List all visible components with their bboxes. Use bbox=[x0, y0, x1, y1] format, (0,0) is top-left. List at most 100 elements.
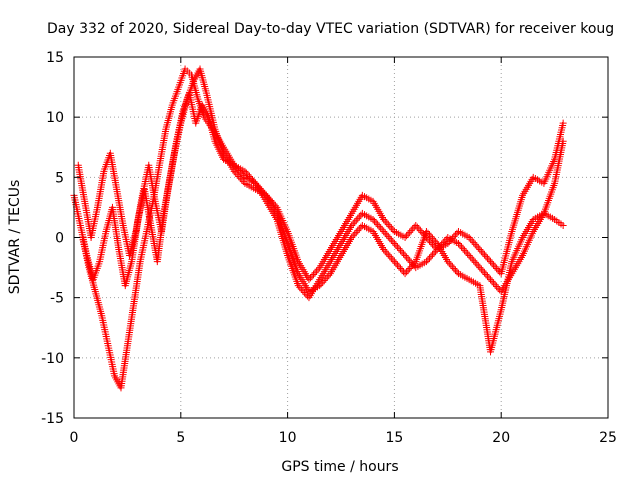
data-point bbox=[485, 274, 493, 282]
data-point bbox=[450, 233, 458, 241]
data-point bbox=[474, 262, 482, 270]
data-point bbox=[403, 253, 411, 261]
data-point bbox=[386, 222, 394, 230]
data-point bbox=[258, 186, 266, 194]
data-point bbox=[482, 270, 490, 278]
data-point bbox=[447, 261, 455, 269]
data-point bbox=[462, 248, 470, 256]
data-point bbox=[447, 236, 455, 244]
data-point bbox=[384, 221, 392, 229]
x-tick-label: 15 bbox=[385, 430, 403, 446]
data-point bbox=[351, 230, 359, 238]
data-point bbox=[427, 252, 435, 260]
axis-ticks bbox=[73, 56, 609, 419]
data-point bbox=[490, 261, 498, 269]
data-point bbox=[235, 166, 243, 174]
data-point bbox=[403, 232, 411, 240]
data-point bbox=[482, 252, 490, 260]
data-point bbox=[404, 230, 412, 238]
data-point bbox=[380, 246, 388, 254]
data-point bbox=[470, 239, 478, 247]
data-point bbox=[451, 231, 459, 239]
data-point bbox=[487, 258, 495, 266]
y-tick-label: 15 bbox=[46, 50, 64, 66]
x-tick-label: 25 bbox=[599, 430, 617, 446]
data-point bbox=[352, 228, 360, 236]
data-point bbox=[401, 234, 409, 241]
data-point bbox=[487, 276, 495, 284]
data-point bbox=[465, 252, 473, 260]
data-point bbox=[252, 179, 260, 187]
data-point bbox=[398, 266, 406, 274]
data-point bbox=[412, 221, 420, 229]
data-point bbox=[386, 252, 394, 260]
data-point bbox=[236, 168, 244, 176]
data-point bbox=[398, 248, 406, 256]
y-tick-label: -15 bbox=[41, 411, 64, 427]
data-points bbox=[70, 65, 567, 392]
data-point bbox=[395, 245, 403, 253]
data-point bbox=[493, 282, 501, 290]
data-point bbox=[317, 280, 325, 288]
data-point bbox=[310, 270, 318, 278]
data-point bbox=[322, 275, 330, 283]
data-point bbox=[430, 236, 438, 244]
data-point bbox=[470, 257, 478, 265]
data-point bbox=[480, 251, 488, 259]
data-point bbox=[384, 251, 392, 259]
data-point bbox=[479, 267, 487, 275]
y-tick-label: 10 bbox=[46, 110, 64, 126]
data-point bbox=[352, 216, 360, 224]
data-point bbox=[471, 258, 479, 266]
data-point bbox=[467, 253, 475, 261]
data-point bbox=[375, 222, 383, 230]
data-point bbox=[407, 227, 415, 235]
data-point bbox=[448, 234, 456, 242]
data-point bbox=[387, 224, 395, 232]
data-point bbox=[378, 226, 386, 234]
data-point bbox=[427, 233, 435, 241]
data-point bbox=[239, 178, 247, 186]
data-point bbox=[424, 229, 432, 237]
data-point bbox=[392, 259, 400, 267]
x-tick-label: 20 bbox=[492, 430, 510, 446]
data-point bbox=[297, 285, 305, 293]
data-point bbox=[473, 242, 481, 250]
data-point bbox=[319, 278, 327, 286]
data-point bbox=[494, 266, 502, 274]
data-point bbox=[406, 257, 414, 265]
data-point bbox=[493, 264, 501, 272]
data-point bbox=[314, 265, 322, 273]
data-point bbox=[232, 163, 240, 171]
data-point bbox=[393, 261, 401, 269]
data-point bbox=[468, 237, 476, 245]
data-point bbox=[270, 200, 278, 208]
data-point bbox=[238, 170, 246, 178]
data-point bbox=[357, 211, 365, 219]
data-point bbox=[386, 234, 394, 242]
x-tick-label: 10 bbox=[279, 430, 297, 446]
data-point bbox=[233, 165, 241, 173]
data-point bbox=[444, 258, 452, 266]
data-point bbox=[383, 219, 391, 227]
data-point bbox=[380, 215, 388, 223]
data-point bbox=[471, 240, 479, 248]
data-point bbox=[476, 246, 484, 254]
data-point bbox=[369, 215, 377, 223]
data-point bbox=[392, 241, 400, 249]
data-point bbox=[348, 234, 356, 241]
data-point bbox=[294, 282, 302, 290]
data-point bbox=[454, 240, 462, 248]
data-point bbox=[320, 276, 328, 284]
data-point bbox=[450, 264, 458, 272]
data-point bbox=[230, 161, 238, 169]
data-point bbox=[424, 256, 432, 264]
data-point bbox=[445, 238, 453, 246]
data-point bbox=[348, 221, 356, 229]
data-point bbox=[410, 259, 418, 267]
x-axis-label: GPS time / hours bbox=[281, 459, 398, 475]
data-point bbox=[239, 172, 247, 180]
data-point bbox=[354, 215, 362, 223]
